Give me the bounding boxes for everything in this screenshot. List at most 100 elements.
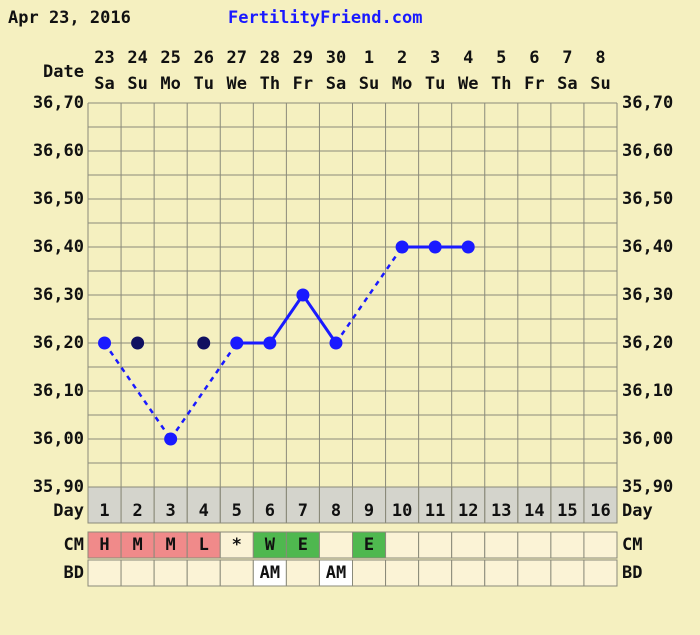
cm-cell xyxy=(550,531,585,559)
bd-label: BD xyxy=(622,563,642,583)
x-tick-label: 24 xyxy=(127,48,147,68)
y-tick-label: 36,40 xyxy=(33,237,84,257)
y2-tick-label: 36,20 xyxy=(622,333,673,353)
x-tick-label: 2 xyxy=(397,48,407,68)
bd-cell xyxy=(153,559,188,587)
y2-tick-label: 36,40 xyxy=(622,237,673,257)
x-tick-label: 8 xyxy=(595,48,605,68)
x-tick-label: 23 xyxy=(94,48,114,68)
day-number: 14 xyxy=(524,501,544,521)
cm-value: L xyxy=(199,535,209,555)
line-segment xyxy=(268,294,305,344)
cm-value: H xyxy=(99,535,109,555)
day-number: 7 xyxy=(298,501,308,521)
weekday-label: Mo xyxy=(392,74,412,94)
weekday-label: We xyxy=(227,74,247,94)
y-tick-label: 36,70 xyxy=(33,93,84,113)
y-tick-label: 36,10 xyxy=(33,381,84,401)
weekday-label: Sa xyxy=(557,74,577,94)
bd-value: AM xyxy=(326,563,346,583)
bd-cell xyxy=(87,559,122,587)
cm-cell xyxy=(219,531,254,559)
x-tick-label: 25 xyxy=(160,48,180,68)
x-tick-label: 27 xyxy=(227,48,247,68)
day-number: 11 xyxy=(425,501,445,521)
data-point xyxy=(164,432,178,446)
bd-cell xyxy=(252,559,287,587)
weekday-label: Tu xyxy=(193,74,213,94)
data-point xyxy=(395,240,409,254)
data-point xyxy=(131,336,145,350)
day-number: 9 xyxy=(364,501,374,521)
data-point xyxy=(197,336,211,350)
weekday-label: Su xyxy=(590,74,610,94)
cm-value: E xyxy=(364,535,374,555)
x-tick-label: 28 xyxy=(260,48,280,68)
bd-value: AM xyxy=(260,563,280,583)
bd-cell xyxy=(517,559,552,587)
y2-tick-label: 36,60 xyxy=(622,141,673,161)
bd-cell xyxy=(186,559,221,587)
cm-cell xyxy=(252,531,287,559)
day-label: Day xyxy=(53,501,84,521)
cm-cell xyxy=(352,531,387,559)
chart-date: Apr 23, 2016 xyxy=(8,8,131,28)
cm-value: * xyxy=(232,535,242,555)
x-tick-label: 29 xyxy=(293,48,313,68)
weekday-label: Su xyxy=(359,74,379,94)
y-tick-label: 36,60 xyxy=(33,141,84,161)
data-point xyxy=(296,288,310,302)
x-tick-label: 4 xyxy=(463,48,473,68)
day-number: 12 xyxy=(458,501,478,521)
y2-tick-label: 36,00 xyxy=(622,429,673,449)
y-tick-label: 36,50 xyxy=(33,189,84,209)
weekday-label: Mo xyxy=(160,74,180,94)
data-point xyxy=(329,336,343,350)
x-tick-label: 26 xyxy=(193,48,213,68)
cm-value: W xyxy=(265,535,276,555)
x-axis-label: Date xyxy=(43,62,84,82)
day-number: 10 xyxy=(392,501,412,521)
y-tick-label: 36,00 xyxy=(33,429,84,449)
weekday-label: We xyxy=(458,74,478,94)
cm-label: CM xyxy=(622,535,642,555)
bd-cell xyxy=(318,559,353,587)
x-tick-label: 5 xyxy=(496,48,506,68)
x-tick-label: 1 xyxy=(364,48,374,68)
weekday-label: Fr xyxy=(293,74,313,94)
x-tick-label: 7 xyxy=(562,48,572,68)
cm-cell xyxy=(517,531,552,559)
y2-tick-label: 36,10 xyxy=(622,381,673,401)
chart-title: FertilityFriend.com xyxy=(228,8,422,28)
weekday-label: Th xyxy=(260,74,280,94)
bd-cell xyxy=(484,559,519,587)
line-segment xyxy=(301,294,338,344)
bd-cell xyxy=(451,559,486,587)
bd-cell xyxy=(120,559,155,587)
weekday-label: Th xyxy=(491,74,511,94)
day-number: 5 xyxy=(232,501,242,521)
bd-cell xyxy=(219,559,254,587)
bd-cell xyxy=(583,559,618,587)
cm-value: M xyxy=(166,535,176,555)
y-tick-label: 36,20 xyxy=(33,333,84,353)
bd-cell xyxy=(418,559,453,587)
day-number: 15 xyxy=(557,501,577,521)
cm-cell xyxy=(153,531,188,559)
y2-tick-label: 35,90 xyxy=(622,477,673,497)
day-number: 8 xyxy=(331,501,341,521)
weekday-label: Su xyxy=(127,74,147,94)
weekday-label: Fr xyxy=(524,74,544,94)
y2-tick-label: 36,30 xyxy=(622,285,673,305)
y-tick-label: 36,30 xyxy=(33,285,84,305)
cm-cell xyxy=(583,531,618,559)
cm-cell xyxy=(451,531,486,559)
data-point xyxy=(263,336,277,350)
cm-label: CM xyxy=(64,535,84,555)
day-number: 3 xyxy=(166,501,176,521)
cm-value: M xyxy=(132,535,142,555)
bd-label: BD xyxy=(64,563,84,583)
cm-cell xyxy=(87,531,122,559)
day-label: Day xyxy=(622,501,653,521)
